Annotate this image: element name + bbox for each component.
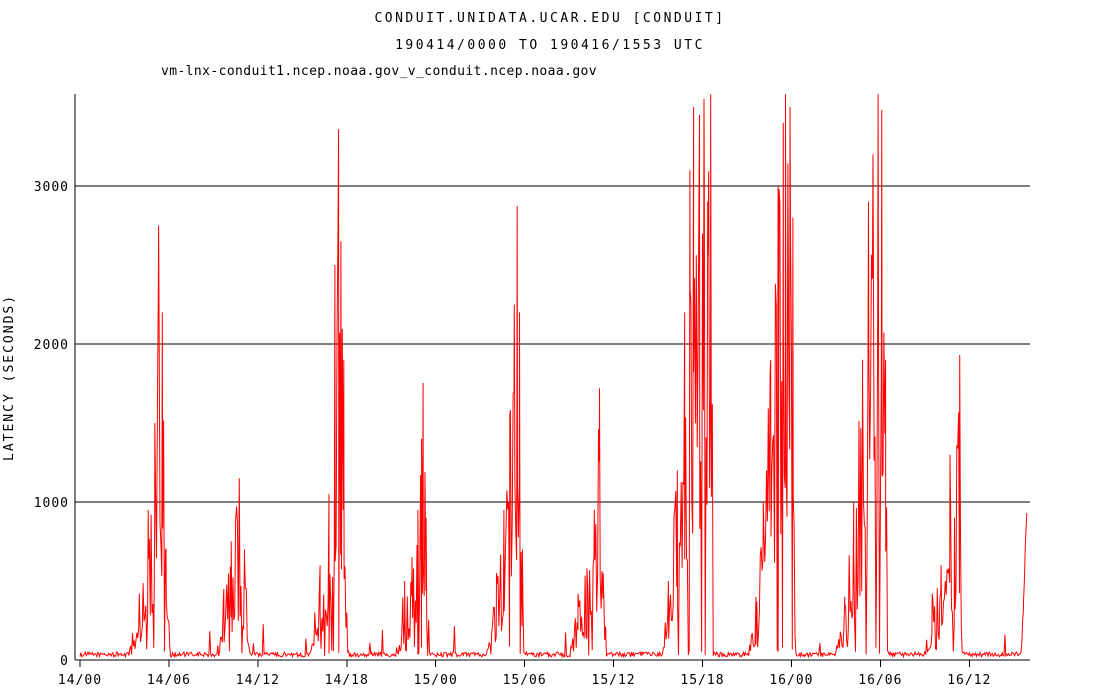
latency-series-line bbox=[79, 94, 1028, 659]
y-tick-label: 3000 bbox=[34, 180, 69, 195]
x-tick-label: 16/12 bbox=[947, 673, 991, 688]
x-tick-label: 14/06 bbox=[147, 673, 191, 688]
chart-title: CONDUIT.UNIDATA.UCAR.EDU [CONDUIT] bbox=[374, 11, 726, 26]
x-tick-label: 15/12 bbox=[592, 673, 636, 688]
x-tick-label: 16/06 bbox=[858, 673, 902, 688]
chart-subtitle: 190414/0000 TO 190416/1553 UTC bbox=[395, 38, 705, 53]
y-tick-label: 1000 bbox=[34, 496, 69, 511]
x-tick-label: 15/06 bbox=[503, 673, 547, 688]
x-tick-label: 15/18 bbox=[680, 673, 724, 688]
x-tick-label: 15/00 bbox=[414, 673, 458, 688]
x-tick-label: 16/00 bbox=[769, 673, 813, 688]
legend-label: vm-lnx-conduit1.ncep.noaa.gov_v_conduit.… bbox=[161, 64, 598, 79]
x-tick-label: 14/00 bbox=[58, 673, 102, 688]
y-tick-label: 0 bbox=[60, 654, 69, 669]
y-tick-label: 2000 bbox=[34, 338, 69, 353]
x-tick-label: 14/12 bbox=[236, 673, 280, 688]
x-tick-label: 14/18 bbox=[325, 673, 369, 688]
